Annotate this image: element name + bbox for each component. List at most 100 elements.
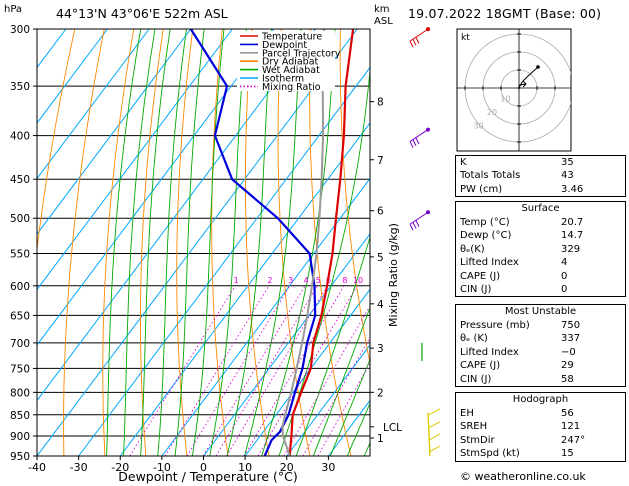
height-tick-label: 5 <box>377 252 384 264</box>
isotherm-line <box>37 29 275 346</box>
stmdir-label: StmDir <box>460 434 495 446</box>
series-temperature <box>288 29 355 456</box>
pressure-tick-label: 950 <box>10 451 30 463</box>
wet-adiabat-line <box>157 29 187 456</box>
surface-cin-label: CIN (J) <box>460 283 492 295</box>
pressure-tick-label: 900 <box>10 431 30 443</box>
mu-pressure-value: 750 <box>561 320 581 331</box>
mixing-ratio-label: 1 <box>234 276 239 285</box>
mixing-ratio-line <box>243 285 345 456</box>
isotherm-line <box>37 29 358 456</box>
wet-adiabat-line <box>226 29 273 456</box>
dry-adiabat-line <box>211 29 229 456</box>
isotherm-line <box>37 29 317 402</box>
pressure-tick-label: 800 <box>10 387 30 399</box>
temperature-tick-label: 0 <box>200 461 207 474</box>
pressure-tick-label: 600 <box>10 281 30 293</box>
wet-adiabat-line <box>191 29 225 456</box>
height-tick-label: 4 <box>377 299 384 311</box>
mixing-ratio-label: 10 <box>353 276 363 285</box>
pressure-unit-label: hPa <box>4 4 23 15</box>
low-level-wind-icon <box>421 342 441 457</box>
legend-entry: Isotherm <box>262 74 304 85</box>
dry-adiabat-line <box>102 29 135 456</box>
wet-adiabat-line <box>174 29 205 456</box>
pressure-tick-label: 550 <box>10 249 30 261</box>
temperature-tick-label: 30 <box>321 461 335 474</box>
height-tick-label: 1 <box>377 433 384 445</box>
mu-theta-label: θₑ (K) <box>460 333 488 345</box>
mu-cape-label: CAPE (J) <box>460 360 501 372</box>
isotherm-line <box>203 233 370 456</box>
hodograph-ring-label: 10 <box>500 95 510 104</box>
mixing-ratio-label: 2 <box>267 276 272 285</box>
mixing-ratio-label: 3 <box>288 276 293 285</box>
mixing-ratio-label: 8 <box>342 276 347 285</box>
pw-value: 3.46 <box>561 183 584 195</box>
temperature-tick-label: 10 <box>238 461 252 474</box>
height-unit-asl: ASL <box>374 16 393 27</box>
temperature-tick-label: -10 <box>153 461 171 474</box>
legend-entry: Parcel Trajectory <box>262 48 341 59</box>
surface-cape-value: 0 <box>561 270 568 282</box>
eh-label: EH <box>460 408 474 419</box>
wind-barb-icon <box>409 210 430 231</box>
surface-temp-label: Temp (°C) <box>460 217 510 228</box>
isotherm-line <box>119 122 370 456</box>
k-index-value: 35 <box>561 157 574 168</box>
wind-barb-icon <box>409 127 430 148</box>
dry-adiabat-line <box>277 29 311 456</box>
pressure-tick-label: 500 <box>10 213 30 225</box>
mixing-ratio-line <box>129 285 236 456</box>
storm-motion-arrow-icon <box>518 80 527 88</box>
height-tick-label: 3 <box>377 343 384 355</box>
location-title: 44°13'N 43°06'E 522m ASL <box>56 6 228 21</box>
surface-li-value: 4 <box>561 257 568 269</box>
indices-table: K 35 Totals Totals 43 PW (cm) 3.46 <box>455 155 626 198</box>
copyright-footer: © weatheronline.co.uk <box>460 470 586 483</box>
pressure-tick-label: 850 <box>10 410 30 422</box>
pressure-tick-label: 450 <box>10 174 30 186</box>
mu-pressure-label: Pressure (mb) <box>460 320 530 331</box>
eh-value: 56 <box>561 408 574 419</box>
wet-adiabat-line <box>209 29 247 456</box>
surface-cape-label: CAPE (J) <box>460 270 501 282</box>
stmspd-label: StmSpd (kt) <box>460 448 520 460</box>
surface-table: Surface Temp (°C) 20.7 Dewp (°C) 14.7 θₑ(K… <box>455 201 626 298</box>
mixing-ratio-line <box>283 304 370 456</box>
dry-adiabat-line <box>244 29 270 456</box>
sreh-value: 121 <box>561 421 581 433</box>
wet-adiabat-line <box>243 29 302 456</box>
wet-adiabat-line <box>106 29 142 456</box>
hodograph-table: Hodograph EH 56 SREH 121 StmDir 247° StmSpd… <box>455 392 626 462</box>
mu-li-value: −0 <box>561 346 576 358</box>
series-parcel-trajectory <box>281 29 325 456</box>
isotherm-line <box>286 344 370 456</box>
isotherm-line <box>37 29 150 180</box>
wet-adiabat-line <box>346 402 370 456</box>
datetime-title: 19.07.2022 18GMT (Base: 00) <box>408 6 602 21</box>
pressure-tick-label: 750 <box>10 363 30 375</box>
surface-dewp-label: Dewp (°C) <box>460 230 512 242</box>
legend-entry: Mixing Ratio <box>262 82 321 93</box>
mu-cape-value: 29 <box>561 360 574 372</box>
stmdir-value: 247° <box>561 434 586 446</box>
hodograph-ring-label: 20 <box>487 108 497 117</box>
pressure-tick-label: 650 <box>10 310 30 322</box>
pw-label: PW (cm) <box>460 183 503 195</box>
wet-adiabat-line <box>261 29 336 456</box>
isotherm-line <box>161 177 370 456</box>
hodograph-end-point <box>536 65 540 69</box>
temperature-tick-label: 20 <box>280 461 294 474</box>
surface-dewp-value: 14.7 <box>561 230 584 242</box>
mu-li-label: Lifted Index <box>460 346 519 358</box>
wind-barb-icon <box>409 27 430 48</box>
isotherm-line <box>37 29 108 124</box>
totals-totals-label: Totals Totals <box>460 170 521 182</box>
totals-totals-value: 43 <box>561 170 574 182</box>
mixing-ratio-label: 4 <box>304 276 309 285</box>
